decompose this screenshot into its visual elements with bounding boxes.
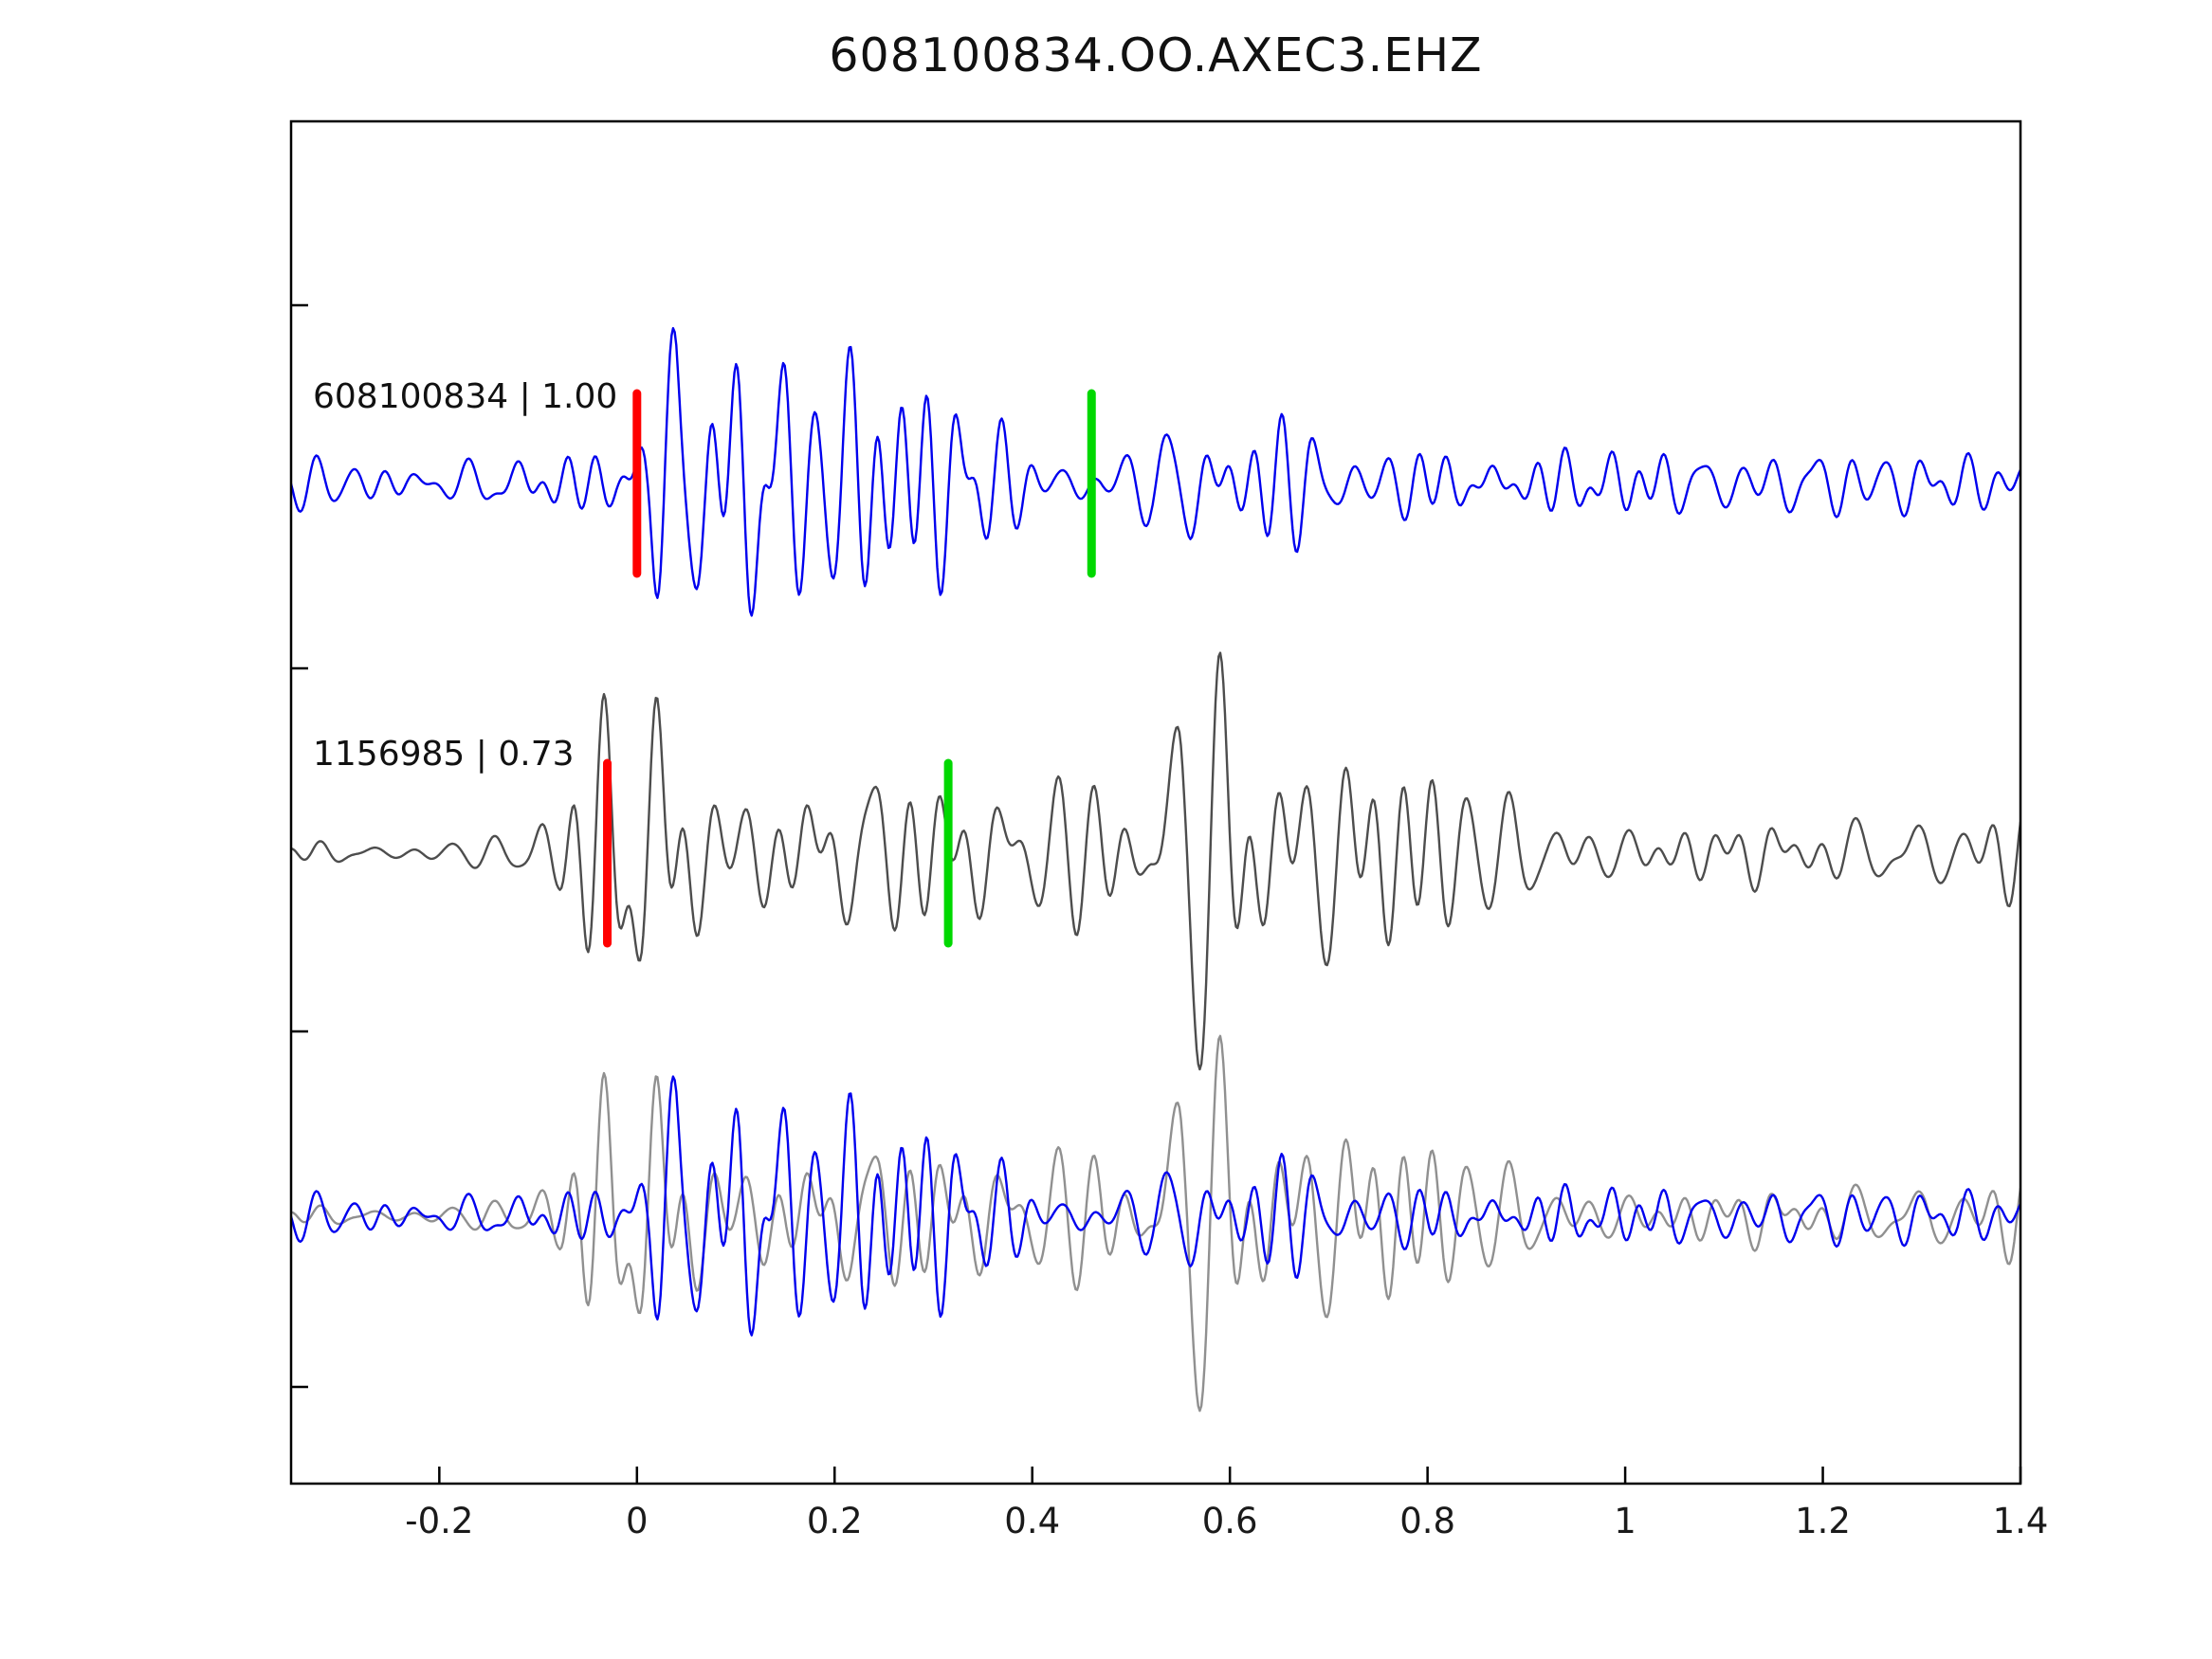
overlay-template [291, 1075, 2020, 1337]
x-tick-label: -0.2 [405, 1501, 473, 1541]
x-tick-label: 1.4 [1993, 1501, 2049, 1541]
x-tick-label: 0.8 [1399, 1501, 1455, 1541]
overlay-detection [291, 1034, 2020, 1413]
plot-frame [289, 119, 2022, 1486]
x-tick-label: 1 [1614, 1501, 1636, 1541]
x-tick-label: 0 [626, 1501, 649, 1541]
x-tick-label: 0.2 [807, 1501, 863, 1541]
x-tick-label: 0.6 [1202, 1501, 1258, 1541]
trace-label-detection: 1156985 | 0.73 [313, 735, 575, 774]
chart-title: 608100834.OO.AXEC3.EHZ [829, 28, 1483, 82]
waveform-template [291, 327, 2020, 617]
trace-group [291, 327, 2020, 1413]
waveform-detection [291, 651, 2020, 1071]
x-tick-label: 1.2 [1795, 1501, 1851, 1541]
x-tick-label: 0.4 [1004, 1501, 1060, 1541]
trace-label-template: 608100834 | 1.00 [313, 377, 618, 416]
